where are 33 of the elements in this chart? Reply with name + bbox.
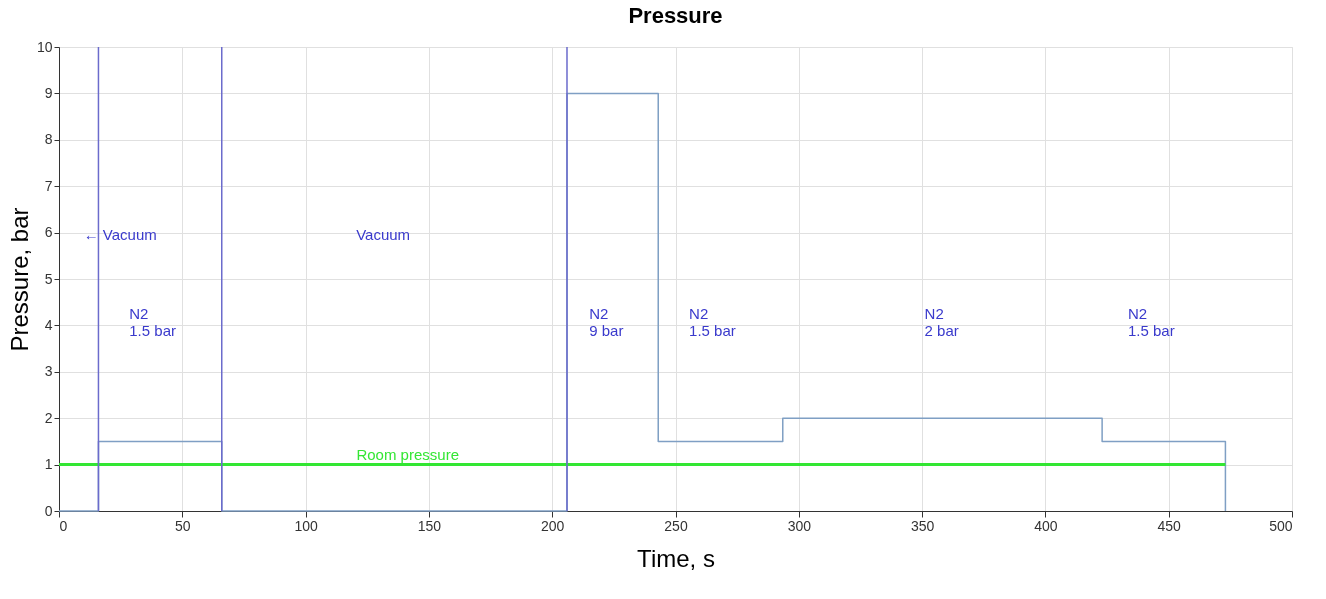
y-tick-label: 1	[44, 456, 53, 473]
y-axis-title: Pressure, bar	[5, 207, 33, 352]
y-tick-label: 7	[44, 177, 53, 194]
y-tick-label: 5	[44, 270, 53, 287]
x-tick-label: 350	[910, 517, 935, 534]
x-tick-label: 0	[59, 517, 68, 534]
y-tick-label: 9	[44, 84, 53, 101]
chart-title: Pressure	[628, 3, 723, 28]
y-tick-label: 6	[44, 224, 53, 241]
x-tick-label: 300	[787, 517, 812, 534]
x-tick-label: 400	[1034, 517, 1058, 534]
annotation: N2 9 bar	[589, 304, 624, 339]
annotation: N2 1.5 bar	[689, 304, 736, 339]
series-label: Room pressure	[356, 445, 459, 463]
x-tick-label: 50	[175, 517, 191, 534]
y-tick-label: 8	[44, 131, 53, 148]
annotation: N2 2 bar	[924, 304, 959, 339]
annotation: N2 1.5 bar	[1128, 304, 1175, 339]
x-tick-label: 100	[294, 517, 318, 534]
x-tick-label: 200	[541, 517, 565, 534]
y-tick-label: 10	[36, 38, 53, 55]
y-tick-label: 0	[44, 502, 53, 519]
annotation: Vacuum	[356, 225, 411, 243]
annotation: N2 1.5 bar	[129, 304, 176, 339]
x-tick-label: 250	[664, 517, 688, 534]
annotation: ← Vacuum	[83, 225, 157, 243]
x-tick-label: 150	[417, 517, 442, 534]
y-tick-label: 3	[44, 363, 53, 380]
y-tick-label: 4	[44, 316, 53, 333]
x-tick-label: 450	[1157, 517, 1182, 534]
x-tick-label: 500	[1269, 517, 1293, 534]
y-tick-label: 2	[44, 409, 53, 426]
x-axis-title: Time, s	[637, 544, 715, 572]
